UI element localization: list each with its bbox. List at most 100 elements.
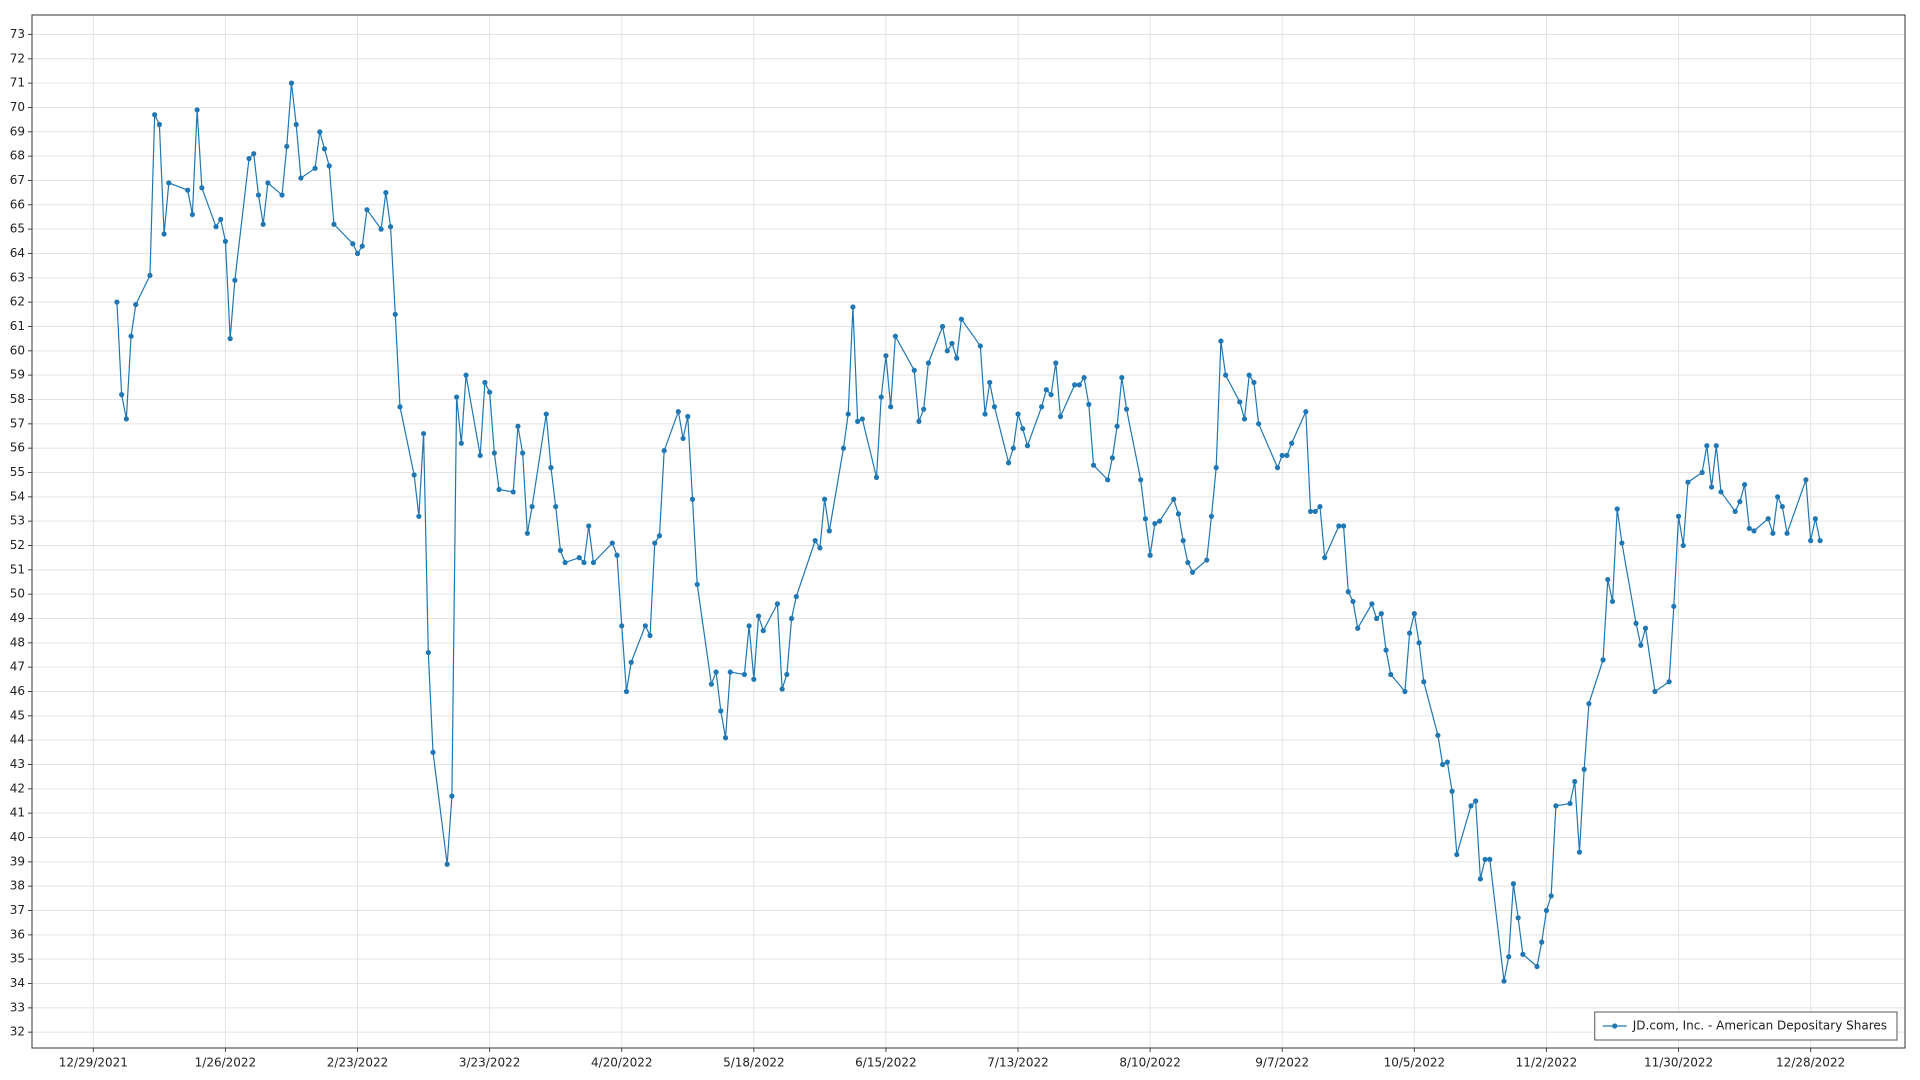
data-point [1765, 516, 1771, 522]
data-point [949, 340, 955, 347]
data-point [378, 226, 384, 232]
data-point [1388, 671, 1394, 678]
data-point [1090, 462, 1097, 468]
data-point [463, 372, 469, 378]
data-point [152, 112, 158, 118]
data-point [751, 676, 757, 682]
data-point [647, 632, 653, 639]
data-point [680, 435, 686, 442]
data-point [1123, 406, 1130, 412]
data-point [1336, 523, 1342, 529]
data-point [652, 540, 658, 546]
data-point [166, 180, 172, 186]
data-point [822, 496, 828, 502]
y-tick-label: 73 [10, 27, 25, 41]
data-point [958, 316, 965, 322]
data-point [454, 394, 460, 400]
data-point [411, 472, 417, 478]
data-point [1704, 443, 1710, 449]
data-point [1605, 576, 1611, 583]
data-point [1043, 387, 1049, 393]
data-point [888, 404, 894, 410]
y-tick-label: 39 [10, 854, 25, 868]
data-point [548, 465, 554, 471]
data-point [1086, 401, 1092, 407]
data-point [1741, 482, 1748, 488]
data-point [760, 628, 766, 634]
y-tick-label: 63 [10, 270, 25, 284]
x-tick-label: 2/23/2022 [327, 1056, 389, 1070]
data-point [619, 623, 625, 629]
data-point [364, 207, 370, 213]
data-point [1213, 465, 1219, 471]
y-tick-label: 35 [10, 952, 25, 966]
data-point [1600, 657, 1606, 663]
data-point [944, 348, 950, 354]
y-tick-label: 64 [10, 246, 25, 260]
data-point [1671, 603, 1677, 609]
data-point [911, 367, 917, 373]
data-point [425, 649, 431, 656]
x-tick-label: 1/26/2022 [195, 1056, 257, 1070]
data-point [189, 211, 196, 218]
y-tick-label: 32 [10, 1025, 25, 1039]
data-point [878, 394, 884, 400]
data-point [982, 411, 988, 417]
data-point [1373, 615, 1380, 622]
y-tick-label: 69 [10, 124, 25, 138]
data-point [293, 121, 299, 128]
y-tick-label: 57 [10, 416, 25, 430]
data-point [1218, 338, 1224, 344]
data-point [222, 238, 229, 244]
data-point [1737, 499, 1743, 505]
data-point [1567, 800, 1573, 807]
data-point [1501, 978, 1507, 984]
data-point [312, 165, 318, 171]
data-point [1713, 443, 1719, 449]
y-tick-label: 72 [10, 51, 25, 65]
y-tick-label: 38 [10, 879, 25, 893]
data-point [317, 129, 323, 135]
data-point [1246, 372, 1252, 378]
data-point [1020, 426, 1026, 432]
data-point [288, 80, 295, 86]
data-point [1223, 372, 1229, 378]
data-point [1048, 392, 1054, 398]
data-point [430, 749, 436, 755]
y-tick-label: 48 [10, 635, 25, 649]
data-point [1312, 508, 1318, 515]
data-point [218, 216, 224, 223]
data-point [713, 669, 719, 675]
data-point [298, 175, 304, 181]
data-point [251, 151, 257, 157]
data-point [1317, 503, 1323, 510]
data-point [1303, 409, 1309, 415]
data-point [1171, 496, 1177, 502]
data-point [524, 530, 530, 536]
data-point [520, 450, 526, 456]
data-point [788, 615, 795, 622]
data-point [284, 143, 290, 150]
data-point [255, 192, 262, 198]
x-tick-label: 12/28/2022 [1776, 1056, 1845, 1070]
data-point [689, 496, 696, 502]
y-tick-label: 56 [10, 441, 25, 455]
y-tick-label: 47 [10, 660, 25, 674]
data-point [1180, 538, 1186, 544]
data-point [1487, 856, 1493, 863]
data-point [590, 559, 597, 566]
data-point [991, 404, 998, 410]
data-point [487, 389, 493, 395]
data-point [916, 418, 922, 424]
data-point [1779, 503, 1785, 510]
y-tick-label: 66 [10, 197, 25, 211]
data-point [123, 416, 129, 422]
data-point [977, 343, 983, 349]
data-point [1708, 484, 1715, 490]
data-point [1251, 379, 1257, 386]
data-point [529, 503, 535, 510]
data-point [260, 221, 266, 227]
data-point [1274, 465, 1281, 471]
data-point [392, 311, 398, 317]
